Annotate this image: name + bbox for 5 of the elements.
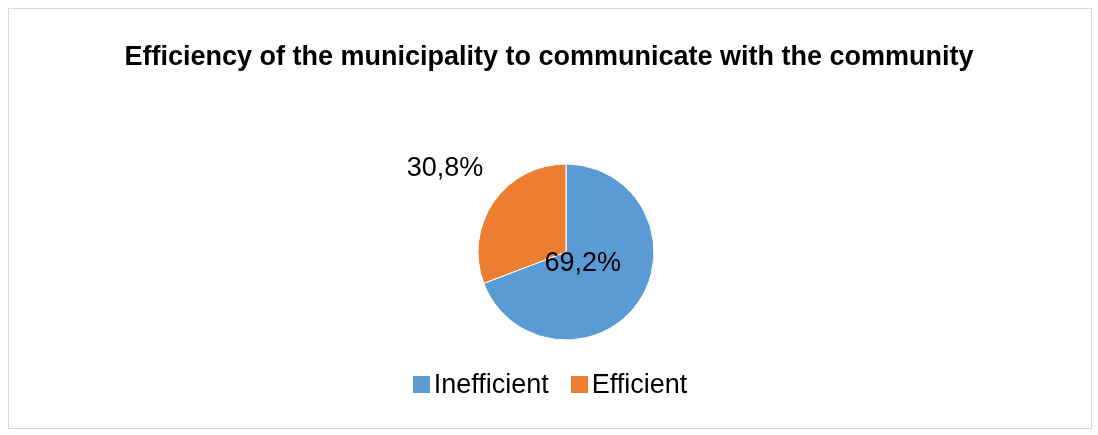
legend-label: Inefficient [433, 369, 549, 400]
data-label: 30,8% [406, 152, 484, 183]
legend-label: Efficient [591, 369, 688, 400]
data-label: 69,2% [544, 246, 622, 277]
chart-title: Efficiency of the municipality to communicate with the community [123, 40, 975, 73]
